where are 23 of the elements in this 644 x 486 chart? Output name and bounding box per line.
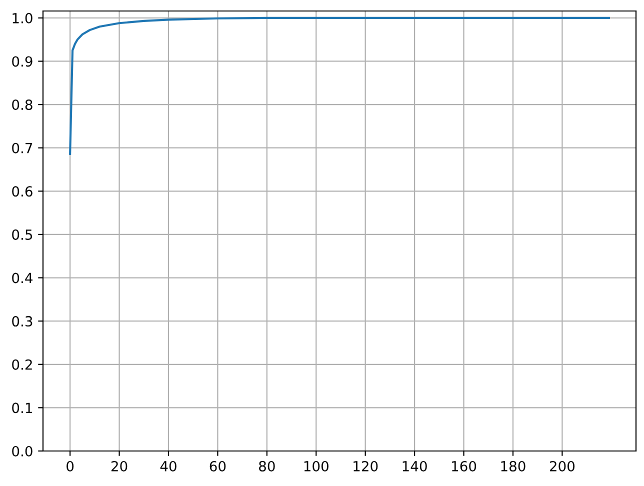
- x-tick-label: 140: [402, 460, 427, 472]
- y-tick-label: 0.7: [12, 142, 32, 154]
- y-tick-label: 0.1: [12, 402, 32, 414]
- y-tick-label: 0.3: [12, 316, 32, 327]
- y-tick-label: 0.5: [12, 229, 32, 240]
- x-tick-label: 100: [304, 460, 328, 472]
- x-tick-label: 200: [550, 460, 575, 472]
- x-tick-label: 40: [160, 460, 176, 472]
- y-tick-label: 0.2: [12, 359, 32, 370]
- x-tick-label: 160: [452, 460, 476, 472]
- y-tick-label: 0.0: [12, 446, 32, 456]
- x-tick-label: 20: [111, 460, 128, 472]
- x-tick-label: 60: [210, 460, 226, 472]
- y-tick-label: 0.6: [12, 186, 32, 197]
- x-tick-label: 120: [354, 460, 378, 472]
- y-tick-label: 0.9: [12, 56, 32, 67]
- x-tick-label: 0: [66, 460, 74, 472]
- y-tick-label: 0.4: [12, 272, 32, 284]
- x-tick-label: 80: [259, 460, 275, 472]
- y-tick-label: 1.0: [12, 12, 32, 24]
- line-series: [69, 16, 610, 155]
- x-tick-label: 180: [501, 460, 526, 472]
- y-tick-label: 0.8: [12, 100, 32, 110]
